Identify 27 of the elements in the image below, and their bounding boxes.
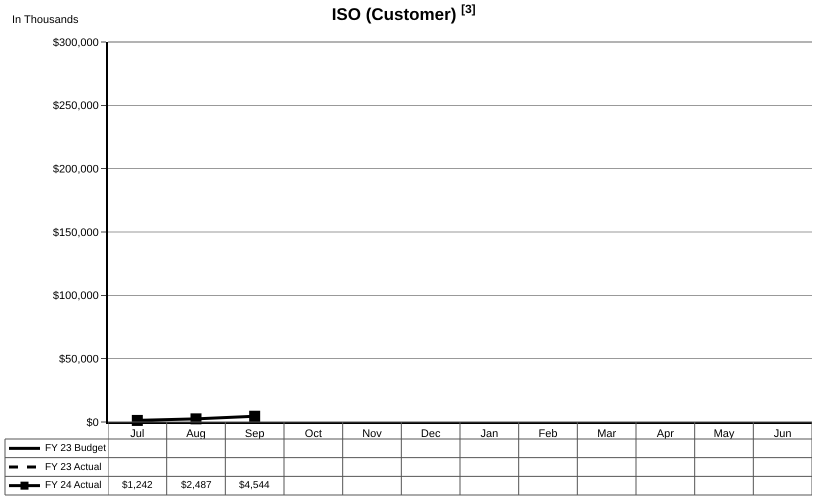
y-tick-label: $300,000 — [52, 36, 99, 49]
legend-label: FY 23 Budget — [45, 443, 106, 454]
y-tick-label: $0 — [86, 416, 99, 429]
x-tick-label: Jul — [130, 428, 144, 440]
x-tick-label: Dec — [420, 428, 441, 440]
x-tick-label: Mar — [597, 428, 616, 440]
data-label: $4,544 — [239, 480, 270, 491]
data-label: $2,487 — [181, 480, 212, 491]
x-tick-label: Oct — [304, 428, 322, 440]
y-tick-label: $150,000 — [52, 226, 99, 239]
y-tick-label: $250,000 — [52, 100, 99, 112]
x-tick-label: Nov — [362, 428, 382, 440]
x-tick-label: Aug — [186, 428, 206, 440]
x-tick-label: May — [714, 428, 735, 440]
data-label: $1,242 — [122, 480, 154, 491]
x-tick-label: Sep — [244, 428, 264, 440]
legend-label: FY 23 Actual — [45, 462, 102, 473]
chart-title: ISO (Customer) $^{[3]}$ — [332, 2, 476, 24]
x-tick-label: Jun — [774, 428, 792, 440]
y-tick-label: $100,000 — [52, 290, 99, 302]
y-tick-label: $50,000 — [59, 354, 99, 366]
y-tick-label: $200,000 — [52, 164, 99, 176]
legend-label: FY 24 Actual — [45, 480, 102, 491]
x-tick-label: Jan — [480, 428, 498, 440]
x-tick-label: Feb — [538, 428, 558, 440]
x-tick-label: Apr — [656, 428, 674, 440]
y-axis-title: In Thousands — [12, 14, 79, 26]
